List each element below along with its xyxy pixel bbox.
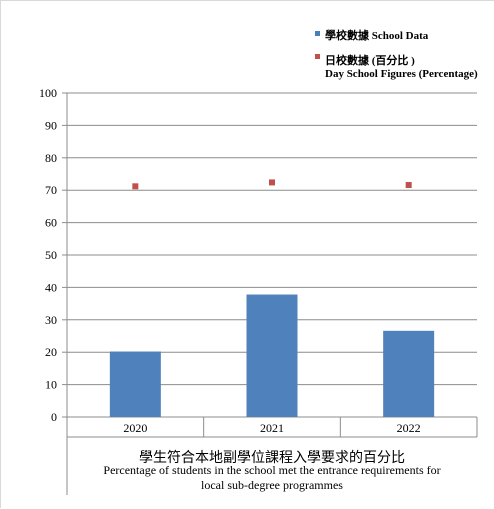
y-tick-label: 10: [45, 378, 57, 392]
marker-day-2021: [269, 179, 275, 186]
bar-school-2020: [109, 351, 161, 417]
marker-day-2022: [405, 182, 412, 189]
legend-school-label: 學校數據 School Data: [325, 30, 429, 42]
bar-school-2022: [383, 330, 435, 417]
y-tick-label: 80: [45, 151, 57, 165]
y-tick-label: 40: [45, 280, 57, 294]
x-tick-label: 2022: [397, 421, 421, 435]
y-tick-label: 70: [45, 183, 57, 197]
caption-en-1: Percentage of students in the school met…: [103, 463, 441, 477]
y-tick-label: 0: [51, 410, 57, 424]
y-tick-label: 90: [45, 118, 57, 132]
bar-school-2021: [246, 294, 298, 417]
legend-school-marker: [315, 31, 320, 36]
legend-day-marker: [315, 54, 320, 59]
legend-day-label-1: 日校數據 (百分比 ): [325, 55, 415, 67]
y-tick-label: 20: [45, 345, 57, 359]
y-tick-label: 50: [45, 248, 57, 262]
x-tick-label: 2020: [123, 421, 147, 435]
legend-day-label-2: Day School Figures (Percentage): [325, 68, 478, 80]
y-tick-label: 100: [39, 86, 57, 100]
y-tick-label: 60: [45, 216, 57, 230]
caption-en-2: local sub-degree programmes: [201, 478, 343, 492]
y-tick-label: 30: [45, 313, 57, 327]
marker-day-2020: [132, 183, 139, 190]
caption-zh: 學生符合本地副學位課程入學要求的百分比: [139, 451, 405, 466]
x-tick-label: 2021: [260, 421, 284, 435]
